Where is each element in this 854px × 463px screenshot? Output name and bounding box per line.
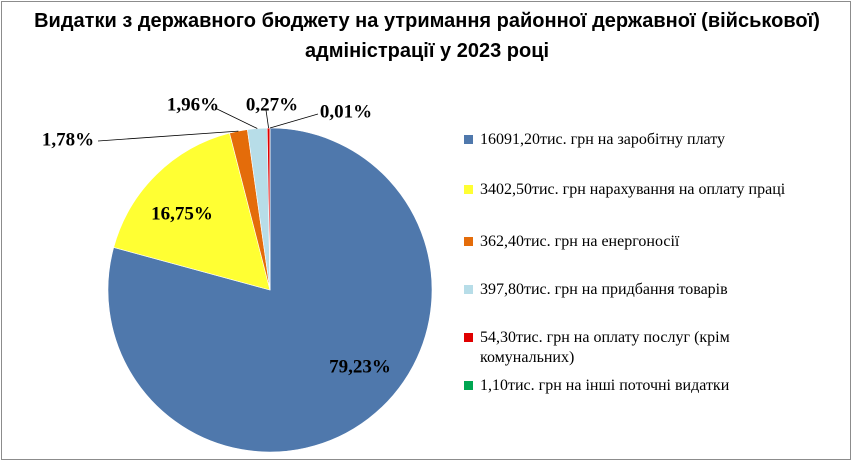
legend-swatch [464, 285, 473, 294]
leader-line [269, 113, 319, 129]
legend-swatch [464, 237, 473, 246]
pie-slice [107, 127, 433, 453]
chart-title: Видатки з державного бюджету на утриманн… [34, 10, 820, 62]
legend-label: 54,30тис. грн на оплату послуг (крім ком… [480, 329, 730, 366]
slice-percent-label: 79,23% [329, 356, 391, 377]
legend-swatch [464, 135, 473, 144]
legend-swatch [464, 185, 473, 194]
legend-swatch [464, 333, 473, 342]
leader-line [97, 130, 239, 142]
leader-line [214, 107, 258, 129]
legend-label: 3402,50тис. грн нарахування на оплату пр… [480, 181, 786, 198]
legend-label: 362,40тис. грн на енергоносії [480, 233, 680, 250]
pie-slice [113, 132, 271, 291]
slice-percent-label: 0,27% [246, 94, 298, 115]
legend-swatch [464, 381, 473, 390]
slice-percent-label: 1,78% [42, 129, 94, 150]
legend-label: 16091,20тис. грн на заробітну плату [480, 131, 726, 148]
slice-percent-label: 16,75% [151, 203, 213, 224]
slice-percent-label: 0,01% [320, 101, 372, 122]
slice-percent-label: 1,96% [167, 94, 219, 115]
legend-label: 1,10тис. грн на інші поточні видатки [480, 377, 730, 394]
leader-line [265, 109, 269, 129]
legend-label: 397,80тис. грн на придбання товарів [480, 281, 728, 298]
